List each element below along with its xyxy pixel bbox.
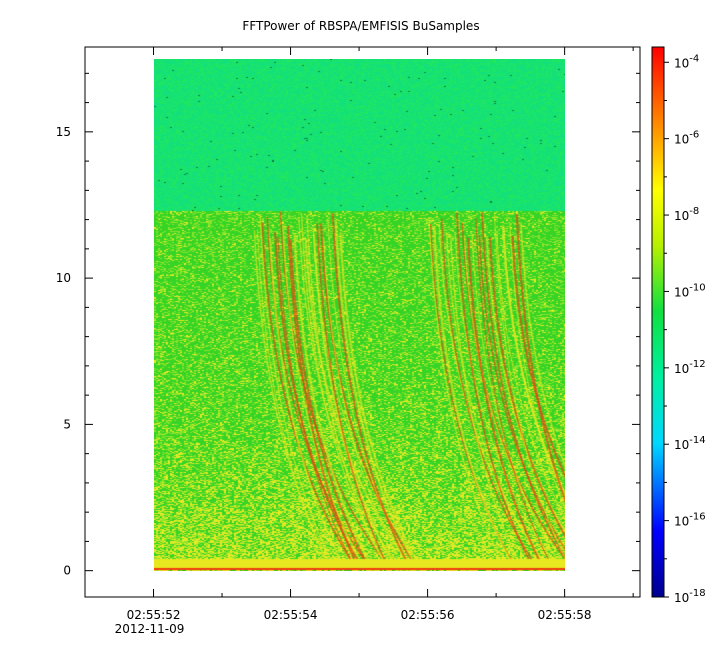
y-tick-label: 5: [63, 417, 71, 431]
x-tick-label: 02:55:52: [127, 608, 181, 622]
x-tick-label: 02:55:56: [401, 608, 455, 622]
x-tick-sublabel: 2012-11-09: [115, 622, 185, 636]
x-tick-label: 02:55:58: [538, 608, 592, 622]
colorbar-tick-label: 10-18: [674, 588, 706, 605]
chart-title: FFTPower of RBSPA/EMFISIS BuSamples: [242, 19, 479, 33]
colorbar-tick-label: 10-8: [674, 206, 699, 223]
colorbar: [651, 46, 665, 598]
colorbar-tick-label: 10-6: [674, 130, 699, 147]
x-tick-label: 02:55:54: [264, 608, 318, 622]
colorbar-tick-label: 10-12: [674, 359, 706, 376]
colorbar-tick-label: 10-4: [674, 53, 699, 70]
spectrogram-image: [154, 59, 565, 571]
y-axis: 0 5 10 15: [56, 72, 640, 578]
colorbar-tick-label: 10-14: [674, 435, 706, 452]
colorbar-tick-label: 10-16: [674, 512, 706, 529]
spectrogram-raster: [154, 59, 565, 571]
y-tick-label: 10: [56, 271, 71, 285]
y-tick-label: 15: [56, 125, 71, 139]
colorbar-tick-label: 10-10: [674, 282, 706, 299]
colorbar-axis: 10-4 10-6 10-8 10-10 10-12 10-14 10-16 10-18: [664, 53, 706, 605]
y-tick-label: 0: [63, 564, 71, 578]
